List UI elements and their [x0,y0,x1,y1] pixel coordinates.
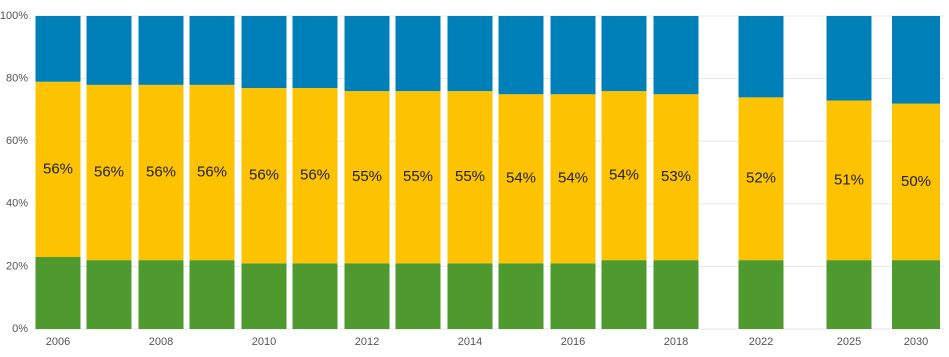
bar-segment [189,16,235,85]
x-tick-label: 2022 [749,336,773,348]
value-label: 56% [43,160,73,177]
bar-segment [35,81,81,258]
value-label: 55% [352,168,382,185]
bar-segment [601,16,647,92]
bar-segment [601,91,647,261]
value-label: 55% [455,168,485,185]
bar-segment [653,94,699,261]
x-tick-label: 2010 [252,336,276,348]
bar-segment [86,84,132,261]
bar-segment [826,100,872,261]
x-tick-label: 2006 [46,336,70,348]
bar-segment [447,91,493,264]
bar-segment [138,16,184,85]
bar-segment [601,260,647,329]
bar-segment [138,260,184,329]
bar-segment [498,16,544,95]
x-tick-label: 2030 [904,336,928,348]
bar-segment [395,263,441,329]
bar-segment [738,16,784,98]
value-label: 54% [609,167,639,184]
bar-segment [738,260,784,329]
value-label: 56% [146,163,176,180]
bar-segment [241,263,287,329]
bar-segment [892,16,940,104]
bar-segment [241,16,287,88]
y-tick-label: 0% [12,323,28,335]
bar-segment [138,84,184,261]
bar-segment [344,263,390,329]
y-tick-label: 80% [6,73,28,85]
value-label: 53% [661,168,691,185]
value-label: 56% [300,167,330,184]
bar-segment [550,94,596,264]
bar-segment [892,260,940,329]
bar-segment [498,94,544,264]
bar-segment [738,97,784,261]
bar-segment [826,16,872,101]
bar-segment [550,16,596,95]
bar-segment [395,16,441,92]
value-label: 56% [94,163,124,180]
x-tick-label: 2025 [837,336,861,348]
bar-segment [86,16,132,85]
value-label: 54% [558,170,588,187]
bar-segment [189,260,235,329]
bar-segment [653,260,699,329]
bar-segment [86,260,132,329]
bar-segment [35,257,81,329]
value-label: 51% [834,171,864,188]
bar-segment [826,260,872,329]
bar-segment [550,263,596,329]
value-label: 52% [746,170,776,187]
bar-segment [241,87,287,264]
bar-segment [447,263,493,329]
bar-segment [498,263,544,329]
y-tick-label: 20% [6,260,28,272]
bar-segment [292,263,338,329]
bar-segment [395,91,441,264]
bar-segment [292,87,338,264]
value-label: 56% [249,167,279,184]
value-label: 50% [901,173,931,190]
x-tick-label: 2018 [664,336,688,348]
bar-segment [344,91,390,264]
x-tick-label: 2014 [458,336,482,348]
bar-segment [344,16,390,92]
bar-segment [892,103,940,261]
bar-segment [35,16,81,82]
value-label: 55% [403,168,433,185]
value-label: 56% [197,163,227,180]
bar-segment [653,16,699,95]
value-label: 54% [506,170,536,187]
bar-segment [292,16,338,88]
y-tick-label: 100% [0,10,28,22]
y-tick-label: 60% [6,135,28,147]
x-tick-label: 2012 [355,336,379,348]
bar-segment [447,16,493,92]
bar-segment [189,84,235,261]
y-tick-label: 40% [6,198,28,210]
x-tick-label: 2016 [561,336,585,348]
x-tick-label: 2008 [149,336,173,348]
